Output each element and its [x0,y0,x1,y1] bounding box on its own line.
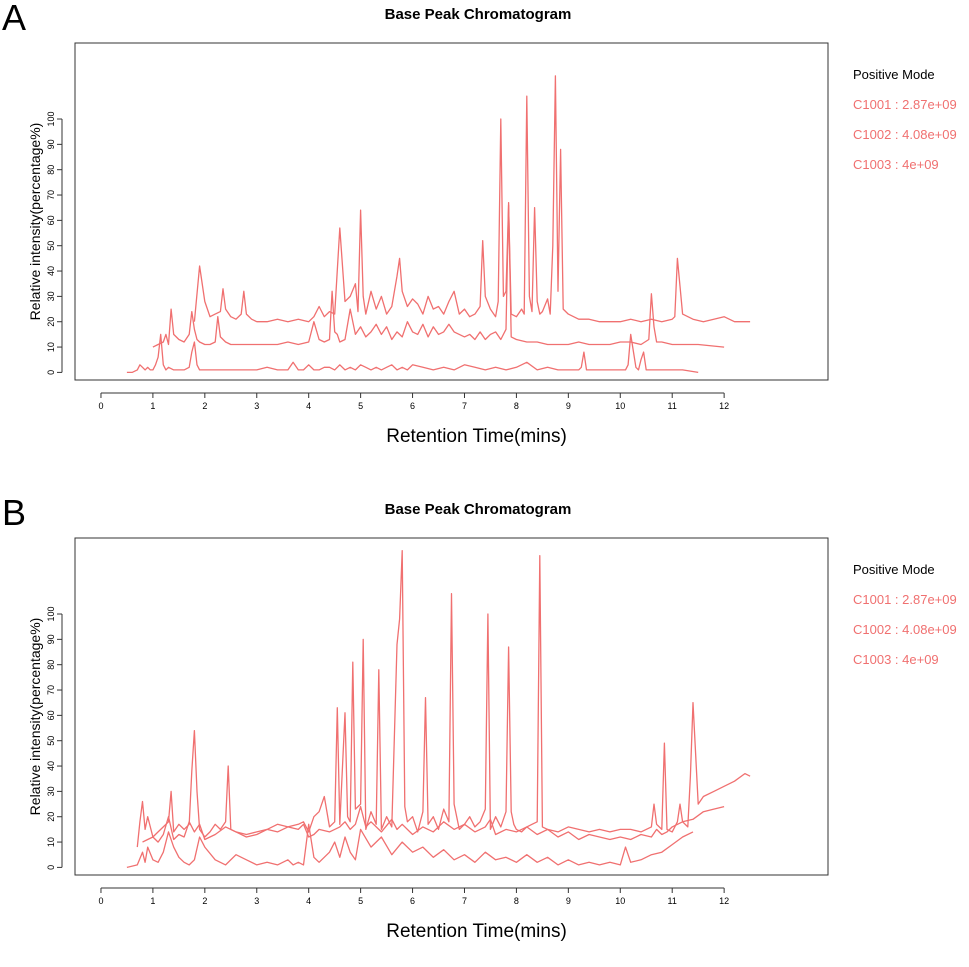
x-tick-label: 10 [615,896,625,906]
x-tick-label: 6 [410,896,415,906]
chart-title: Base Peak Chromatogram [384,6,572,23]
series-line-1 [126,823,694,869]
x-tick-label: 6 [410,401,415,411]
x-tick-label: 9 [566,896,571,906]
x-tick-label: 3 [254,401,259,411]
chart-title: Base Peak Chromatogram [384,501,572,518]
legend-mode: Positive Mode [853,67,935,82]
series-line-3 [136,550,751,848]
x-tick-label: 2 [202,401,207,411]
y-tick-label: 100 [46,606,56,621]
y-tick-label: 60 [46,710,56,720]
legend-item: C1001 : 2.87e+09 [853,97,957,112]
y-tick-label: 20 [46,812,56,822]
y-tick-label: 50 [46,736,56,746]
legend-mode: Positive Mode [853,562,935,577]
x-tick-label: 8 [514,401,519,411]
x-tick-label: 0 [98,401,103,411]
y-tick-label: 50 [46,241,56,251]
x-tick-label: 8 [514,896,519,906]
y-tick-label: 30 [46,291,56,301]
x-tick-label: 10 [615,401,625,411]
x-tick-label: 3 [254,896,259,906]
y-tick-label: 20 [46,317,56,327]
plot-frame [74,537,829,876]
x-tick-label: 1 [150,401,155,411]
x-tick-label: 5 [358,401,363,411]
y-tick-label: 90 [46,634,56,644]
y-tick-label: 10 [46,837,56,847]
series-line-3 [193,75,751,323]
panel-letter: A [2,0,27,38]
x-tick-label: 12 [719,896,729,906]
x-tick-label: 1 [150,896,155,906]
x-axis-label: Retention Time(mins) [386,426,567,447]
y-axis-label: Relative intensity(percentage%) [27,618,43,816]
x-tick-label: 0 [98,896,103,906]
y-tick-label: 70 [46,685,56,695]
y-tick-label: 70 [46,190,56,200]
y-tick-label: 0 [46,370,56,375]
y-tick-label: 10 [46,342,56,352]
panel-letter: B [2,492,27,533]
legend-item: C1002 : 4.08e+09 [853,622,957,637]
y-tick-label: 0 [46,865,56,870]
y-tick-label: 100 [46,111,56,126]
x-tick-label: 4 [306,401,311,411]
legend-item: C1002 : 4.08e+09 [853,127,957,142]
y-tick-label: 80 [46,165,56,175]
y-tick-label: 40 [46,761,56,771]
y-tick-label: 30 [46,786,56,796]
legend: Positive Mode C1001 : 2.87e+09 C1002 : 4… [853,60,957,180]
plot-area: 0 1 2 3 4 5 6 7 8 9 10 11 120102030405060708090100Re… [27,537,829,942]
x-tick-label: 7 [462,401,467,411]
legend: Positive Mode C1001 : 2.87e+09 C1002 : 4… [853,555,957,675]
y-tick-label: 80 [46,660,56,670]
x-tick-label: 9 [566,401,571,411]
x-tick-label: 5 [358,896,363,906]
x-tick-label: 12 [719,401,729,411]
x-axis-label: Retention Time(mins) [386,921,567,942]
y-axis-label: Relative intensity(percentage%) [27,123,43,321]
y-tick-label: 60 [46,215,56,225]
chart-panel-a: A Base Peak Chromatogram 0 1 2 3 4 5 6 7 8 9 10 11 1… [0,0,969,472]
series-line-1 [126,333,699,374]
series-line-2 [142,805,725,843]
x-tick-label: 7 [462,896,467,906]
plot-area: 0 1 2 3 4 5 6 7 8 9 10 11 120102030405060708090100Re… [27,42,829,447]
y-tick-label: 40 [46,266,56,276]
y-tick-label: 90 [46,139,56,149]
x-tick-label: 2 [202,896,207,906]
legend-item: C1003 : 4e+09 [853,652,939,667]
legend-item: C1003 : 4e+09 [853,157,939,172]
x-tick-label: 4 [306,896,311,906]
legend-item: C1001 : 2.87e+09 [853,592,957,607]
x-tick-label: 11 [668,401,677,411]
chart-panel-b: B Base Peak Chromatogram 0 1 2 3 4 5 6 7 8 9 10 11 1… [0,492,969,967]
series-line-2 [152,201,725,348]
x-tick-label: 11 [668,896,677,906]
plot-frame [74,42,829,381]
